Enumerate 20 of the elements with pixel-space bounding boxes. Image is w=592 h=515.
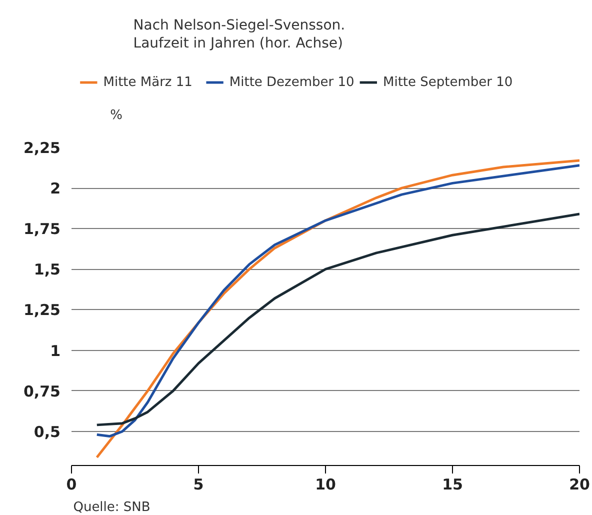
x-tick-label: 0 [66,476,77,494]
legend-label: Mitte März 11 [103,75,192,90]
x-tick-label: 15 [442,476,463,494]
source-note: Quelle: SNB [73,500,150,515]
legend-label: Mitte September 10 [382,75,513,90]
y-tick-label: 1,25 [23,301,61,320]
x-tick-label: 5 [193,476,204,494]
y-tick-label: 1 [50,342,60,360]
y-tick-label: 1,75 [23,220,61,238]
y-tick-label: 2,25 [23,139,61,157]
y-tick-label: 0,75 [23,382,61,400]
x-tick-label: 20 [569,476,590,494]
line-series [96,212,580,426]
y-tick-label: 1,5 [34,260,61,279]
y-tick-label: 0,5 [34,422,61,441]
y-tick-label: 2 [50,180,60,198]
chart-subtitle: Nach Nelson-Siegel-Svensson. Laufzeit in Jahren (hor. Achse) [133,18,346,52]
x-tick-label: 10 [315,476,336,494]
legend-label: Mitte Dezember 10 [229,75,354,90]
y-axis-title: % [110,108,122,123]
